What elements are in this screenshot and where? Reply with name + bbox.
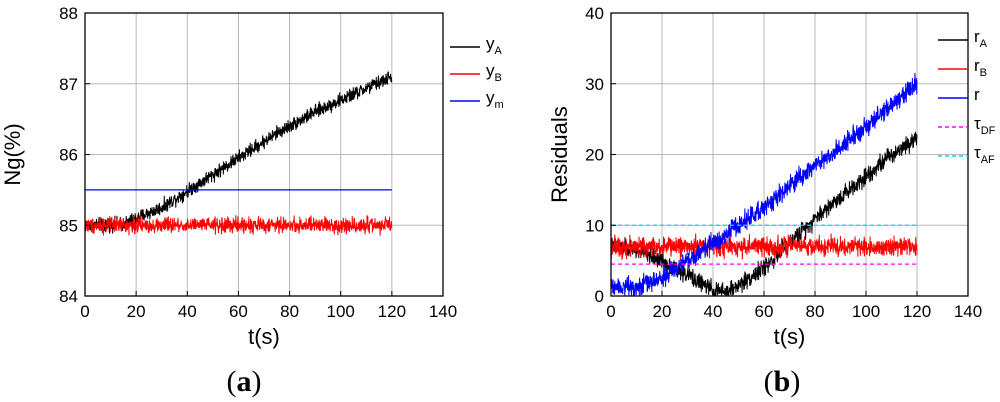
series-group xyxy=(611,72,918,296)
legend-entry: τAF xyxy=(974,143,995,166)
x-axis-label: t(s) xyxy=(248,324,280,349)
legend-entry: r xyxy=(974,85,980,104)
legend: yA yB ym xyxy=(450,34,504,111)
x-tick-label: 80 xyxy=(806,302,825,321)
y-tick-label: 10 xyxy=(585,216,604,235)
series-y-A-line xyxy=(85,71,393,234)
x-tick-label: 80 xyxy=(280,302,299,321)
x-tick-label: 20 xyxy=(653,302,672,321)
series-r-line xyxy=(611,72,918,296)
x-tick-label: 60 xyxy=(229,302,248,321)
y-axis-label: Ng(%) xyxy=(0,123,25,185)
legend-entry: yA xyxy=(486,34,503,57)
x-tick-label: 40 xyxy=(704,302,723,321)
series-y-B-line xyxy=(85,214,393,236)
legend: rA rB r τDF τAF xyxy=(938,27,996,166)
series-r-B-line xyxy=(611,233,918,261)
x-tick-label: 0 xyxy=(606,302,615,321)
x-tick-label: 120 xyxy=(903,302,931,321)
y-tick-label: 40 xyxy=(585,4,604,23)
y-tick-label: 85 xyxy=(59,216,78,235)
x-tick-label: 100 xyxy=(852,302,880,321)
y-tick-label: 0 xyxy=(595,287,604,306)
panel-label: (b) xyxy=(764,365,801,398)
x-tick-label: 120 xyxy=(378,302,406,321)
x-tick-label: 0 xyxy=(80,302,89,321)
x-tick-label: 140 xyxy=(954,302,982,321)
legend-entry: yB xyxy=(486,61,502,84)
y-tick-label: 30 xyxy=(585,75,604,94)
x-tick-label: 60 xyxy=(755,302,774,321)
series-group xyxy=(85,71,393,236)
x-tick-label: 40 xyxy=(178,302,197,321)
chart-panel-a: 0 20 40 60 80 100 120 1408485868788t(s)Ng(%)yAy… xyxy=(0,4,504,398)
y-tick-label: 88 xyxy=(59,4,78,23)
legend-entry: rA xyxy=(974,27,988,50)
y-tick-label: 87 xyxy=(59,75,78,94)
y-tick-label: 86 xyxy=(59,146,78,165)
x-tick-label: 20 xyxy=(127,302,146,321)
legend-entry: τDF xyxy=(974,114,996,137)
legend-entry: rB xyxy=(974,56,987,79)
chart-panel-b: 0 20 40 60 80 100 120 140 0 10 20 30 40 t(s) Residuals… xyxy=(547,4,996,398)
panel-label: (a) xyxy=(227,365,262,398)
x-tick-label: 140 xyxy=(429,302,457,321)
y-tick-label: 84 xyxy=(59,287,78,306)
series-r-A-line xyxy=(611,131,918,296)
y-tick-label: 20 xyxy=(585,146,604,165)
x-tick-label: 100 xyxy=(327,302,355,321)
x-axis-label: t(s) xyxy=(774,324,806,349)
y-axis-label: Residuals xyxy=(547,106,572,203)
legend-entry: ym xyxy=(486,88,504,111)
